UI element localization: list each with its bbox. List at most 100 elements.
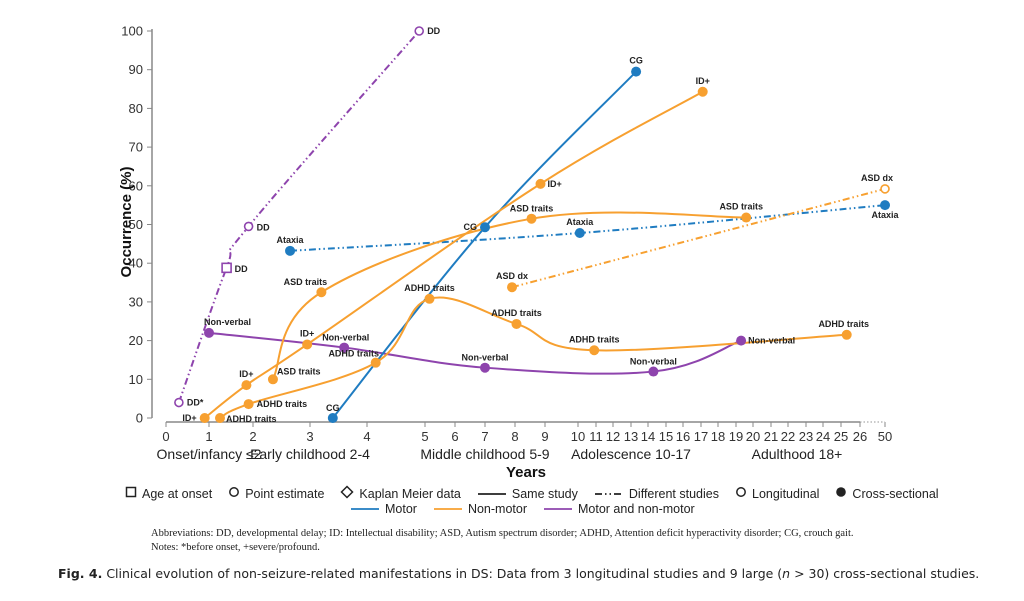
data-label: Non-verbal xyxy=(630,357,677,367)
y-tick-label: 80 xyxy=(129,101,143,116)
notes-block: Abbreviations: DD, developmental delay; … xyxy=(151,527,854,555)
data-point-adhd-traits xyxy=(841,329,852,340)
data-point-dd xyxy=(243,221,254,232)
legend-item: Non-motor xyxy=(433,501,527,516)
data-point-id- xyxy=(535,178,546,189)
legend-label: Kaplan Meier data xyxy=(359,486,461,501)
legend-label: Motor and non-motor xyxy=(578,502,695,517)
data-label: ASD traits xyxy=(719,202,763,212)
x-tick-label: 9 xyxy=(541,429,548,444)
data-point-adhd-traits xyxy=(511,318,522,329)
data-label: ADHD traits xyxy=(328,349,379,359)
data-label: ID+ xyxy=(696,76,710,86)
period-label: Adolescence 10-17 xyxy=(571,446,691,462)
circle-open-icon xyxy=(228,486,240,501)
y-tick-label: 50 xyxy=(129,217,143,232)
data-label: ADHD traits xyxy=(818,319,869,329)
x-tick-label: 3 xyxy=(306,429,313,444)
data-point-dd xyxy=(414,26,425,36)
data-point-id- xyxy=(199,413,210,423)
figure-caption: Fig. 4. Clinical evolution of non-seizur… xyxy=(58,566,979,581)
data-label: DD xyxy=(427,26,440,36)
data-label: DD xyxy=(235,264,248,274)
data-point-id- xyxy=(697,86,708,97)
data-point-dd xyxy=(174,397,184,408)
line-nonmotor-icon xyxy=(433,502,463,516)
data-point-asd-dx xyxy=(507,282,517,293)
data-label: ASD traits xyxy=(510,204,554,214)
data-label: ADHD traits xyxy=(569,334,620,344)
y-tick-label: 30 xyxy=(129,294,143,309)
data-point-adhd-traits xyxy=(589,345,600,356)
series-line-dd xyxy=(177,30,420,403)
x-tick-label: 19 xyxy=(729,429,743,444)
data-point-asd-traits xyxy=(526,213,537,224)
legend-item: Kaplan Meier data xyxy=(340,485,461,502)
x-tick-label: 50 xyxy=(878,429,892,444)
line-dashdot-icon xyxy=(594,487,624,501)
x-tick-label: 12 xyxy=(606,429,620,444)
data-label: ADHD traits xyxy=(491,308,542,318)
data-label: ASD dx xyxy=(496,271,528,281)
data-label: Non-verbal xyxy=(204,317,251,327)
data-label: ID+ xyxy=(300,328,314,338)
data-label: Ataxia xyxy=(871,210,899,220)
legend-item: Motor xyxy=(350,501,417,516)
data-point-cg xyxy=(327,413,338,423)
line-solid-icon xyxy=(477,487,507,501)
data-point-adhd-traits xyxy=(215,413,225,423)
diamond-open-icon xyxy=(340,485,354,502)
data-label: Ataxia xyxy=(566,217,594,227)
x-tick-label: 2 xyxy=(249,429,256,444)
data-label: ASD traits xyxy=(277,366,321,376)
data-label: ID+ xyxy=(182,413,196,423)
y-tick-label: 60 xyxy=(129,178,143,193)
data-label: Non-verbal xyxy=(322,333,369,343)
period-label: Onset/infancy ≤2 xyxy=(157,446,262,462)
period-label: Adulthood 18+ xyxy=(752,446,843,462)
x-tick-label: 6 xyxy=(451,429,458,444)
data-point-id- xyxy=(302,339,313,350)
data-label: CG xyxy=(629,56,643,66)
series-line-asd-dx xyxy=(511,187,886,289)
y-tick-label: 100 xyxy=(121,24,143,39)
square-open-icon xyxy=(125,486,137,501)
data-label: ID+ xyxy=(548,179,562,189)
line-both-icon xyxy=(543,502,573,516)
legend-label: Age at onset xyxy=(142,486,213,501)
y-axis-title: Occurrence (%) xyxy=(118,167,135,278)
data-label: CG xyxy=(326,403,340,413)
data-point-adhd-traits xyxy=(424,293,435,304)
data-label: DD xyxy=(257,222,270,232)
y-tick-label: 90 xyxy=(129,62,143,77)
data-label: ADHD traits xyxy=(257,399,308,409)
legend-item: Longitudinal xyxy=(735,486,819,501)
data-label: ASD dx xyxy=(861,173,893,183)
y-tick-label: 40 xyxy=(129,256,143,271)
data-point-ataxia xyxy=(285,245,296,256)
data-point-ataxia xyxy=(880,200,890,211)
data-point-non-verbal xyxy=(736,335,747,346)
period-label: Early childhood 2-4 xyxy=(250,446,370,462)
data-point-non-verbal xyxy=(204,327,214,338)
y-tick-label: 20 xyxy=(129,333,143,348)
x-tick-label: 10 xyxy=(571,429,585,444)
x-tick-label: 5 xyxy=(421,429,428,444)
data-label: ADHD traits xyxy=(404,283,455,293)
series-markers: DD* DD DD DD Non-verbal Non-verbal Non-verbal N… xyxy=(174,26,900,424)
legend-label: Longitudinal xyxy=(752,486,820,501)
data-point-asd-dx xyxy=(880,184,890,194)
data-point-asd-traits xyxy=(267,374,278,385)
legend-label: Same study xyxy=(511,486,578,501)
x-tick-label: 0 xyxy=(162,429,169,444)
legend-label: Non-motor xyxy=(467,502,527,517)
circle-filled-icon xyxy=(835,486,847,501)
data-point-non-verbal xyxy=(339,342,350,353)
data-point-adhd-traits xyxy=(243,399,254,410)
figure-number: Fig. 4. xyxy=(58,566,103,581)
y-tick-label: 0 xyxy=(136,411,143,426)
x-tick-label: 25 xyxy=(834,429,848,444)
legend-label: Different studies xyxy=(628,486,719,501)
